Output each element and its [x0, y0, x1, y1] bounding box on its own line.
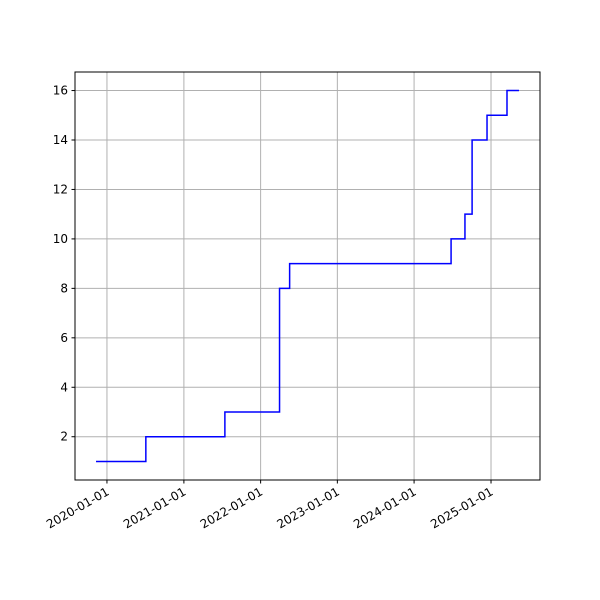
- x-tick-label: 2024-01-01: [351, 484, 418, 531]
- y-tick-label: 16: [53, 84, 68, 98]
- y-tick-label: 14: [53, 133, 68, 147]
- y-tick-label: 2: [60, 430, 68, 444]
- y-tick-label: 6: [60, 331, 68, 345]
- x-tick-label: 2023-01-01: [274, 484, 341, 531]
- x-tick-label: 2021-01-01: [121, 484, 188, 531]
- plot-frame: [74, 71, 541, 481]
- x-tick-label: 2025-01-01: [428, 484, 495, 531]
- y-tick-label: 4: [60, 380, 68, 394]
- y-tick-label: 8: [60, 281, 68, 295]
- x-tick-label: 2022-01-01: [198, 484, 265, 531]
- x-tick-label: 2020-01-01: [44, 484, 111, 531]
- step-line: [96, 89, 519, 463]
- y-tick-label: 10: [53, 232, 68, 246]
- y-tick-label: 12: [53, 182, 68, 196]
